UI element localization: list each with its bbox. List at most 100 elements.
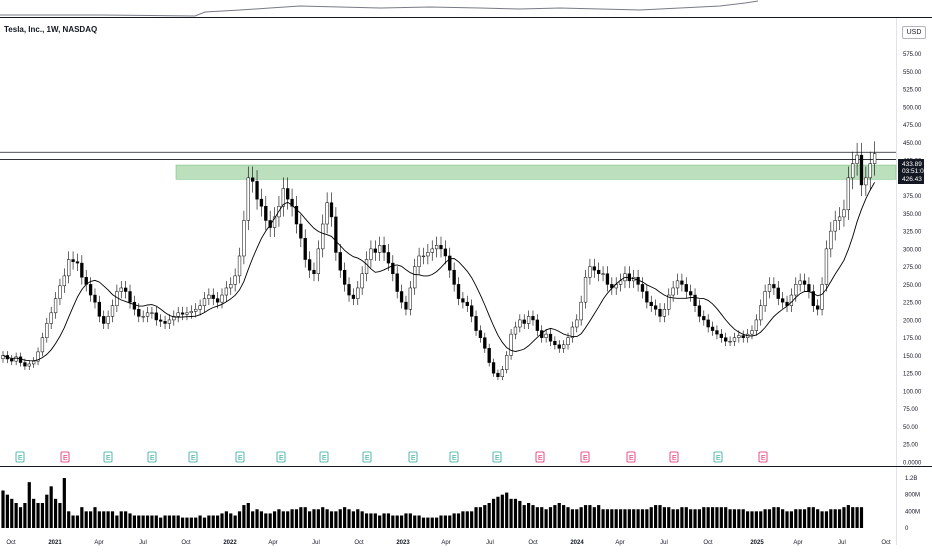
candle-body[interactable] [846,177,850,211]
candle-body[interactable] [548,333,553,342]
candle-body[interactable] [154,312,158,321]
navigator-bg[interactable] [0,0,896,17]
earnings-marker[interactable] [449,451,459,463]
candle-body[interactable] [689,291,693,296]
candle-body[interactable] [575,319,579,328]
candle-body[interactable] [207,294,211,299]
earnings-marker[interactable] [669,451,679,463]
earnings-marker[interactable] [319,451,329,463]
candle-body[interactable] [45,323,49,338]
candle-body[interactable] [645,291,649,303]
candle-body[interactable] [373,248,377,253]
candle-body[interactable] [215,298,220,303]
earnings-marker[interactable] [580,451,590,463]
earnings-marker[interactable] [535,451,545,463]
candle-body[interactable] [110,305,115,317]
earnings-marker[interactable] [15,451,25,463]
candle-body[interactable] [702,316,706,321]
candle-body[interactable] [724,337,728,342]
candle-body[interactable] [789,294,794,306]
candle-body[interactable] [750,330,754,335]
candle-body[interactable] [864,177,868,186]
candle-body[interactable] [115,291,119,306]
candle-body[interactable] [27,363,31,367]
candle-body[interactable] [833,220,837,232]
candle-body[interactable] [693,294,697,306]
candle-body[interactable] [452,269,456,285]
candle-body[interactable] [811,291,815,306]
candle-body[interactable] [448,255,452,271]
candle-body[interactable] [137,309,141,317]
candle-body[interactable] [531,316,535,321]
candle-body[interactable] [618,280,623,285]
candle-body[interactable] [163,321,167,324]
candle-body[interactable] [272,216,277,228]
candle-body[interactable] [176,312,180,317]
candle-body[interactable] [649,301,653,306]
candle-body[interactable] [557,344,561,349]
candle-body[interactable] [807,284,811,292]
candle-body[interactable] [307,259,312,271]
candle-body[interactable] [776,287,780,299]
candle-body[interactable] [872,153,877,164]
earnings-marker[interactable] [235,451,245,463]
candle-body[interactable] [189,311,193,314]
candle-body[interactable] [71,259,75,262]
earnings-marker[interactable] [60,451,70,463]
candle-body[interactable] [312,269,316,274]
candle-body[interactable] [395,273,399,292]
candle-body[interactable] [180,312,185,315]
candle-body[interactable] [601,273,605,275]
earnings-marker[interactable] [758,451,768,463]
candle-body[interactable] [329,202,334,218]
candle-body[interactable] [145,312,150,317]
candle-body[interactable] [303,237,307,260]
candle-body[interactable] [461,298,465,303]
candle-body[interactable] [386,252,391,264]
candle-body[interactable] [211,294,215,299]
candle-body[interactable] [364,259,369,274]
candle-body[interactable] [491,362,496,374]
candle-body[interactable] [338,252,342,271]
candle-body[interactable] [680,280,684,285]
candle-body[interactable] [399,291,404,303]
candle-body[interactable] [456,284,461,299]
candle-body[interactable] [413,266,417,289]
candle-body[interactable] [732,337,737,342]
candle-body[interactable] [662,309,667,317]
candle-body[interactable] [772,284,776,289]
candle-body[interactable] [224,287,229,296]
candle-body[interactable] [597,269,601,274]
candle-body[interactable] [719,333,723,338]
candle-body[interactable] [579,301,583,321]
candle-body[interactable] [251,177,255,182]
currency-button[interactable]: USD [902,26,926,39]
candle-body[interactable] [132,301,137,310]
candle-body[interactable] [382,245,386,253]
candle-body[interactable] [754,319,759,331]
candle-body[interactable] [798,280,802,285]
candle-body[interactable] [97,301,102,317]
candle-body[interactable] [518,319,522,328]
candle-body[interactable] [264,206,268,221]
earnings-marker[interactable] [103,451,113,463]
candle-body[interactable] [684,284,688,292]
candle-body[interactable] [570,326,575,338]
candle-body[interactable] [640,284,645,292]
candle-body[interactable] [58,285,62,299]
candle-body[interactable] [715,330,719,335]
candle-body[interactable] [80,262,84,278]
earnings-marker[interactable] [408,451,418,463]
candle-body[interactable] [474,316,478,331]
candle-body[interactable] [246,177,250,221]
candle-body[interactable] [667,294,671,310]
candle-body[interactable] [859,154,864,186]
candle-body[interactable] [483,337,487,349]
candle-body[interactable] [500,369,504,378]
candle-body[interactable] [106,316,110,324]
candle-body[interactable] [855,154,859,164]
candle-body[interactable] [194,309,198,312]
candle-body[interactable] [198,305,202,310]
candle-body[interactable] [290,198,294,207]
candle-body[interactable] [583,277,588,303]
